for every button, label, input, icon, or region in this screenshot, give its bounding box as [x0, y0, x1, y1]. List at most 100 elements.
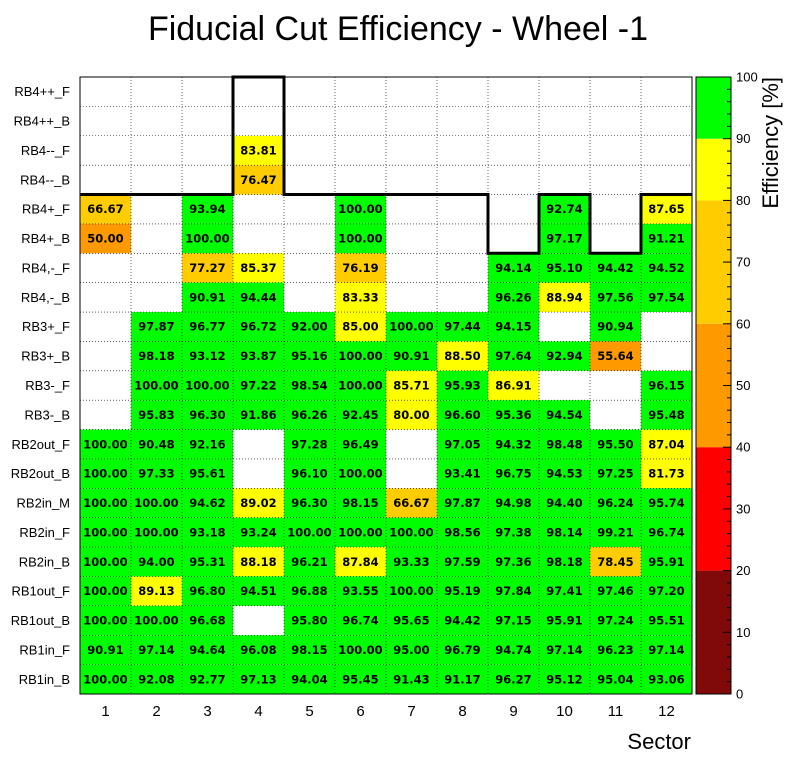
heatmap-cell: [437, 576, 488, 606]
cell-value-label: 100.00: [134, 379, 178, 393]
heatmap-cell: [539, 253, 590, 283]
cell-value-label: 95.74: [648, 496, 684, 510]
y-tick-label: RB1in_B: [19, 672, 70, 687]
heatmap-grid: [80, 77, 692, 694]
heatmap-cell: [284, 312, 335, 342]
x-tick-label: 10: [556, 703, 573, 720]
cell-value-label: 97.17: [546, 232, 582, 246]
x-tick-label: 2: [152, 703, 160, 720]
cell-value-label: 97.28: [291, 437, 327, 451]
heatmap-cell: [182, 429, 233, 459]
heatmap-cell: [131, 429, 182, 459]
cell-value-label: 94.54: [546, 408, 582, 422]
cell-value-label: 100.00: [185, 232, 229, 246]
cell-value-label: 93.18: [189, 525, 225, 539]
cell-value-label: 94.52: [648, 261, 684, 275]
cell-value-label: 98.15: [291, 643, 327, 657]
cell-value-label: 91.17: [444, 672, 480, 686]
heatmap-cell: [488, 458, 539, 489]
cell-value-label: 93.41: [444, 467, 480, 481]
heatmap-cell: [539, 605, 590, 636]
heatmap-cell: [590, 282, 641, 313]
colorbar-tick-label: 90: [736, 131, 750, 146]
cell-value-label: 97.59: [444, 555, 480, 569]
x-tick-label: 6: [356, 703, 364, 720]
cell-value-label: 95.36: [495, 408, 531, 422]
cell-value-label: 91.43: [393, 672, 429, 686]
x-tick-label: 7: [407, 703, 415, 720]
heatmap-cell: [131, 605, 182, 636]
cell-value-label: 100.00: [389, 584, 433, 598]
colorbar-band: [696, 77, 731, 139]
heatmap-cell: [335, 605, 386, 636]
heatmap-cell: [488, 635, 539, 665]
x-tick-label: 4: [254, 703, 262, 720]
y-tick-label: RB4+_F: [22, 202, 70, 217]
y-tick-label: RB1out_F: [11, 584, 70, 599]
heatmap-cell: [335, 547, 386, 577]
cell-value-label: 95.00: [393, 643, 429, 657]
cell-value-label: 95.91: [648, 555, 684, 569]
heatmap-cell: [335, 517, 386, 548]
cell-value-label: 95.83: [138, 408, 174, 422]
cell-value-label: 97.14: [648, 643, 684, 657]
heatmap-cell: [131, 635, 182, 665]
cell-value-label: 83.81: [240, 143, 276, 157]
heatmap-cell: [488, 341, 539, 371]
cell-value-label: 88.18: [240, 555, 276, 569]
heatmap-cell: [335, 370, 386, 401]
colorbar-tick-label: 0: [736, 687, 743, 702]
heatmap-cell: [233, 400, 284, 430]
heatmap-cell: [80, 547, 131, 577]
cell-value-label: 97.25: [597, 467, 633, 481]
heatmap-cell-labels: 83.81 76.47 66.67 93.94 100.00 92.74 87.65 50.0…: [83, 143, 684, 686]
y-tick-label: RB3+_F: [22, 319, 70, 334]
cell-value-label: 97.05: [444, 437, 480, 451]
heatmap-cell: [233, 312, 284, 342]
cell-value-label: 97.54: [648, 290, 684, 304]
cell-value-label: 88.94: [546, 290, 582, 304]
cell-value-label: 98.54: [291, 379, 327, 393]
y-tick-label: RB2out_B: [11, 466, 70, 481]
colorbar-tick-label: 50: [736, 378, 750, 393]
cell-value-label: 94.42: [597, 261, 633, 275]
colorbar-title: Efficiency [%]: [758, 77, 783, 209]
heatmap-cell: [641, 517, 692, 548]
x-axis-labels: 1 2 3 4 5 6 7 8 9 10 11 12: [101, 703, 675, 720]
heatmap-cell: [386, 576, 437, 606]
heatmap-cell: [488, 429, 539, 459]
cell-value-label: 91.21: [648, 232, 684, 246]
cell-value-label: 94.42: [444, 614, 480, 628]
heatmap-cell: [641, 370, 692, 401]
heatmap-cell: [488, 282, 539, 313]
cell-value-label: 97.84: [495, 584, 531, 598]
heatmap-cell: [284, 605, 335, 636]
heatmap-cell: [641, 488, 692, 518]
heatmap-cell: [488, 370, 539, 401]
x-tick-label: 1: [101, 703, 109, 720]
cell-value-label: 92.08: [138, 672, 174, 686]
heatmap-cell: [641, 605, 692, 636]
y-tick-label: RB4+_B: [21, 231, 70, 246]
cell-value-label: 94.32: [495, 437, 531, 451]
cell-value-label: 100.00: [389, 525, 433, 539]
cell-value-label: 76.19: [342, 261, 378, 275]
cell-value-label: 96.27: [495, 672, 531, 686]
heatmap-cell: [590, 458, 641, 489]
x-tick-label: 9: [509, 703, 517, 720]
cell-value-label: 87.04: [648, 437, 684, 451]
y-tick-label: RB2in_B: [19, 554, 70, 569]
cell-value-label: 95.93: [444, 379, 480, 393]
heatmap-cell: [590, 312, 641, 342]
cell-value-label: 96.77: [189, 320, 225, 334]
heatmap-cell: [182, 312, 233, 342]
cell-value-label: 87.84: [342, 555, 378, 569]
cell-value-label: 96.49: [342, 437, 378, 451]
colorbar-tick-label: 70: [736, 255, 750, 270]
heatmap-cell: [488, 400, 539, 430]
cell-value-label: 95.04: [597, 672, 633, 686]
cell-value-label: 96.79: [444, 643, 480, 657]
heatmap-cell: [386, 400, 437, 430]
heatmap-cell: [182, 458, 233, 489]
